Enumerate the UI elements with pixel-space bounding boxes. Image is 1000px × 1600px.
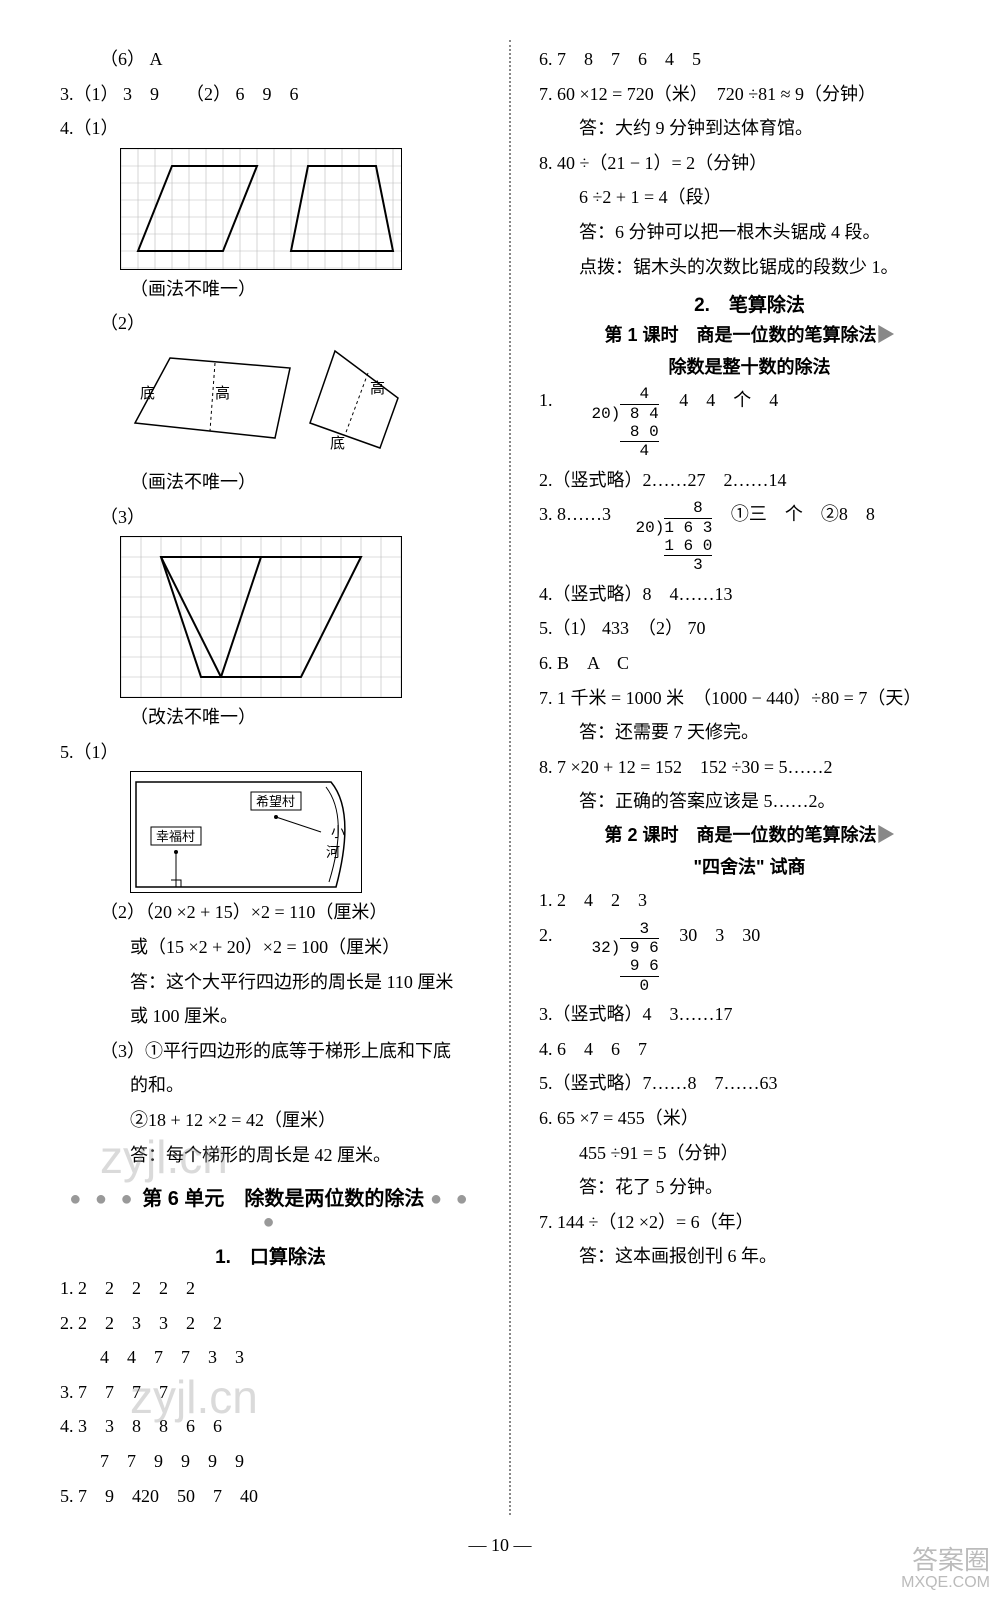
text: 5.（1） (60, 737, 481, 768)
text: 7 7 9 9 9 9 (60, 1446, 481, 1477)
unit-6-header: ● ● ● 第 6 单元 除数是两位数的除法 ● ● ● (60, 1182, 481, 1234)
text: 答：每个梯形的周长是 42 厘米。 (60, 1140, 481, 1171)
text: 2.（竖式略）2……27 2……14 (539, 465, 960, 496)
text: 7. 60 ×12 = 720（米） 720 ÷81 ≈ 9（分钟） (539, 79, 960, 110)
text: 5.（竖式略）7……8 7……63 (539, 1068, 960, 1099)
lesson-title: 第 1 课时 商是一位数的笔算除法 (604, 325, 876, 345)
text: 6 ÷2 + 1 = 4（段） (539, 182, 960, 213)
caption: （画法不唯一） (60, 274, 481, 305)
text: 或 100 厘米。 (60, 1001, 481, 1032)
text: 的和。 (60, 1070, 481, 1101)
long-division: 4 20) 8 4 8 0 4 (592, 385, 659, 461)
long-division: 8 20)1 6 3 1 6 0 3 (636, 499, 713, 575)
text: 答：这本画报创刊 6 年。 (539, 1241, 960, 1272)
text: 4. 3 3 8 8 6 6 (60, 1411, 481, 1442)
text: 3.（竖式略）4 3……17 (539, 999, 960, 1030)
text: （2） (60, 308, 481, 339)
text: 7. 144 ÷（12 ×2）= 6（年） (539, 1207, 960, 1238)
label-di: 底 (140, 385, 155, 402)
corner-text: MXQE.COM (901, 1574, 990, 1592)
text: 30 3 30 (679, 925, 760, 945)
label-xingfu: 幸福村 (156, 829, 195, 844)
page-number: — 10 — (0, 1535, 1000, 1556)
text: 3. 7 7 7 7 (60, 1377, 481, 1408)
text: 4 4 7 7 3 3 (60, 1342, 481, 1373)
lesson-subtitle-2: "四舍法" 试商 (539, 853, 960, 879)
figure-quad-heights: 底 高 高 底 (120, 343, 400, 463)
text: 答：这个大平行四边形的周长是 110 厘米 (60, 967, 481, 998)
text: （6） A (60, 44, 481, 75)
figure-grid-trapezoid (120, 536, 402, 698)
dots-icon: ● ● ● (69, 1188, 136, 1210)
num: 2. (539, 920, 579, 951)
q1-row: 1. 4 20) 8 4 8 0 4 4 4 个 4 (539, 385, 960, 461)
label-xiwang: 希望村 (256, 794, 295, 809)
text: 答：还需要 7 天修完。 (539, 717, 960, 748)
text: 6. 65 ×7 = 455（米） (539, 1103, 960, 1134)
corner-text: 答案圈 (901, 1546, 990, 1575)
caption: （画法不唯一） (60, 467, 481, 498)
sub-header-2: 2. 笔算除法 (539, 290, 960, 317)
label-di2: 底 (330, 435, 345, 452)
figure-village-map: 希望村 幸福村 小 河 (130, 771, 362, 893)
text: （2）（20 ×2 + 15）×2 = 110（厘米） (60, 897, 481, 928)
lesson-title: 第 2 课时 商是一位数的笔算除法 (604, 825, 876, 845)
text: 8. 7 ×20 + 12 = 152 152 ÷30 = 5……2 (539, 752, 960, 783)
column-divider (509, 40, 511, 1515)
label-river: 小 (331, 825, 345, 841)
q3-row: 3. 8……3 8 20)1 6 3 1 6 0 3 ①三 个 ②8 8 (539, 499, 960, 575)
text: 3.（1） 3 9 （2） 6 9 6 (60, 79, 481, 110)
caption: （改法不唯一） (60, 702, 481, 733)
text: 455 ÷91 = 5（分钟） (539, 1138, 960, 1169)
page-container: （6） A 3.（1） 3 9 （2） 6 9 6 4.（1） grid （画法… (0, 0, 1000, 1515)
long-division: 3 32) 9 6 9 6 0 (592, 920, 659, 996)
text: 4 4 个 4 (679, 390, 778, 410)
triangle-icon: ▶ (877, 825, 895, 845)
text: 答：大约 9 分钟到达体育馆。 (539, 113, 960, 144)
num: 1. (539, 385, 579, 416)
label-river2: 河 (326, 845, 340, 861)
text: 答：正确的答案应该是 5……2。 (539, 786, 960, 817)
text: 答：花了 5 分钟。 (539, 1172, 960, 1203)
text: 4.（竖式略）8 4……13 (539, 579, 960, 610)
left-column: （6） A 3.（1） 3 9 （2） 6 9 6 4.（1） grid （画法… (60, 40, 481, 1515)
text: 2. 2 2 3 3 2 2 (60, 1308, 481, 1339)
unit-title: 第 6 单元 除数是两位数的除法 (142, 1188, 424, 1210)
label-gao: 高 (215, 385, 230, 402)
text: ①三 个 ②8 8 (731, 504, 875, 524)
s2-row: 2. 3 32) 9 6 9 6 0 30 3 30 (539, 920, 960, 996)
text: 答：6 分钟可以把一根木头锯成 4 段。 (539, 217, 960, 248)
corner-brand: 答案圈 MXQE.COM (901, 1546, 990, 1592)
label-gao2: 高 (370, 380, 385, 397)
text: （3）①平行四边形的底等于梯形上底和下底 (60, 1036, 481, 1067)
text: ②18 + 12 ×2 = 42（厘米） (60, 1105, 481, 1136)
text: 或（15 ×2 + 20）×2 = 100（厘米） (60, 932, 481, 963)
lesson-header-2: 第 2 课时 商是一位数的笔算除法▶ (539, 821, 960, 847)
text: 1. 2 4 2 3 (539, 885, 960, 916)
triangle-icon: ▶ (877, 325, 895, 345)
text: 点拨：锯木头的次数比锯成的段数少 1。 (539, 252, 960, 283)
text: 3. 8……3 (539, 504, 611, 524)
text: 6. 7 8 7 6 4 5 (539, 44, 960, 75)
text: 5. 7 9 420 50 7 40 (60, 1481, 481, 1512)
text: 7. 1 千米 = 1000 米 （1000 − 440）÷80 = 7（天） (539, 683, 960, 714)
text: 1. 2 2 2 2 2 (60, 1273, 481, 1304)
text: 4.（1） (60, 113, 481, 144)
text: 8. 40 ÷（21 − 1）= 2（分钟） (539, 148, 960, 179)
text: 4. 6 4 6 7 (539, 1034, 960, 1065)
lesson-subtitle: 除数是整十数的除法 (539, 353, 960, 379)
text: （3） (60, 502, 481, 533)
sub-header: 1. 口算除法 (60, 1242, 481, 1269)
lesson-header: 第 1 课时 商是一位数的笔算除法▶ (539, 321, 960, 347)
text: 6. B A C (539, 648, 960, 679)
text: 5.（1） 433 （2） 70 (539, 613, 960, 644)
right-column: 6. 7 8 7 6 4 5 7. 60 ×12 = 720（米） 720 ÷8… (539, 40, 960, 1515)
figure-grid-shapes: grid (120, 148, 402, 270)
